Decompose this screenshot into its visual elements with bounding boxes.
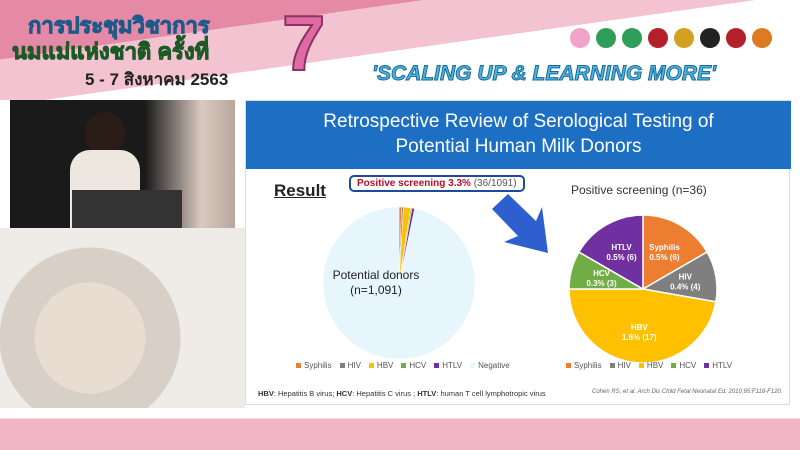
sponsor-logo	[674, 28, 694, 48]
legend-item: HBV	[368, 361, 393, 370]
pie-data-label: HCV	[593, 269, 611, 278]
footnote: HBV: Hepatitis B virus; HCV: Hepatitis C…	[258, 389, 546, 398]
speaker-video	[10, 100, 235, 228]
legend-item: HTLV	[704, 361, 732, 370]
left-legend: Syphilis HIV HBV HCV HTLV Negative	[296, 361, 510, 370]
podium	[72, 190, 182, 228]
pie-data-label: HTLV	[611, 243, 632, 252]
slogan: 'SCALING UP & LEARNING MORE'	[371, 62, 717, 86]
pie-data-label: 0.5% (6)	[606, 253, 637, 262]
pie-slice-hbv	[568, 288, 717, 364]
pie-data-label: HBV	[631, 323, 649, 332]
sponsor-logos	[570, 28, 772, 48]
conference-date: 5 - 7 สิงหาคม 2563	[85, 70, 229, 89]
sponsor-logo	[700, 28, 720, 48]
pie-data-label: 0.5% (6)	[649, 253, 680, 262]
sponsor-logo	[648, 28, 668, 48]
legend-item: HTLV	[434, 361, 462, 370]
result-label: Result	[274, 181, 326, 200]
legend-item: Syphilis	[296, 361, 332, 370]
decorative-child-photo	[0, 228, 245, 408]
conference-subtitle-thai: นมแม่แห่งชาติ ครั้งที่	[11, 39, 210, 65]
pie-slice-syphilis	[642, 214, 709, 291]
sponsor-logo	[726, 28, 746, 48]
legend-item: HCV	[401, 361, 426, 370]
conference-title-thai: การประชุมวิชาการ	[28, 13, 211, 39]
citation: Cohen RS, et al. Arch Dis Child Fetal Ne…	[592, 389, 783, 395]
presentation-slide: Retrospective Review of Serological Test…	[245, 100, 791, 405]
slide-title: Retrospective Review of Serological Test…	[246, 101, 791, 169]
pie-slice-htlv	[577, 214, 644, 291]
pie-data-label: 0.3% (3)	[586, 279, 617, 288]
pie-data-label: 0.4% (4)	[670, 283, 701, 292]
pie-data-label: 1.6% (17)	[622, 333, 657, 342]
sponsor-logo	[622, 28, 642, 48]
sponsor-logo	[752, 28, 772, 48]
legend-item: Syphilis	[566, 361, 602, 370]
legend-item: HIV	[339, 361, 361, 370]
speaker-head	[85, 112, 125, 152]
legend-item: Negative	[470, 361, 510, 370]
left-pie-center-label: Potential donors	[333, 268, 420, 282]
footer-stripe	[0, 405, 800, 450]
pie-slice-negative	[322, 206, 476, 360]
sponsor-logo	[570, 28, 590, 48]
slide-title-line2: Potential Human Milk Donors	[395, 136, 642, 157]
legend-item: HBV	[638, 361, 663, 370]
slide-title-line1: Retrospective Review of Serological Test…	[323, 111, 714, 132]
legend-item: HIV	[609, 361, 631, 370]
legend-item: HCV	[671, 361, 696, 370]
callout-bold: Positive screening 3.3%	[357, 178, 471, 189]
positive-screening-callout: Positive screening 3.3% (36/1091)	[349, 175, 525, 192]
arrow-icon	[492, 194, 548, 253]
banner-background	[0, 0, 800, 100]
edition-number: 7	[281, 0, 326, 87]
left-pie-center-label: (n=1,091)	[350, 283, 402, 297]
right-legend: Syphilis HIV HBV HCV HTLV	[566, 361, 732, 370]
right-chart-title: Positive screening (n=36)	[571, 183, 707, 197]
pie-data-label: Syphilis	[649, 243, 680, 252]
pie-data-label: HIV	[679, 273, 693, 282]
callout-rest: (36/1091)	[470, 178, 517, 189]
sponsor-logo	[596, 28, 616, 48]
